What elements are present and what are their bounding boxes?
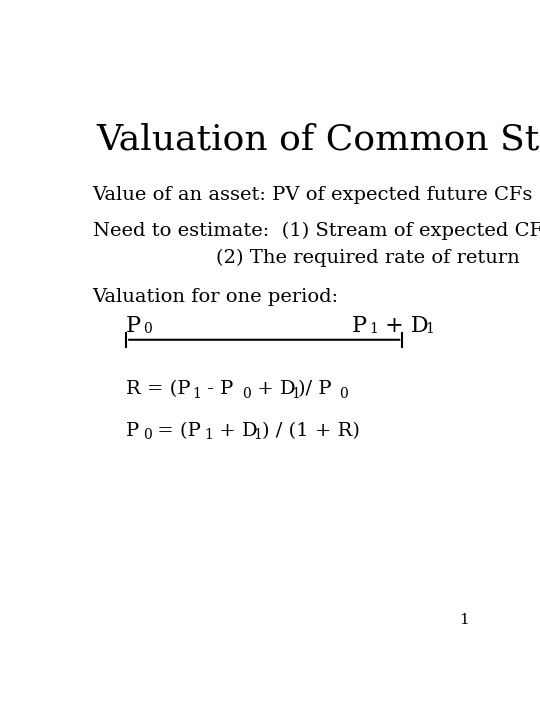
Text: 1: 1 xyxy=(292,387,300,401)
Text: Valuation of Common Stock: Valuation of Common Stock xyxy=(97,122,540,156)
Text: )/ P: )/ P xyxy=(298,380,332,398)
Text: + D: + D xyxy=(213,422,258,440)
Text: 1: 1 xyxy=(426,322,434,336)
Text: + D: + D xyxy=(251,380,295,398)
Text: Value of an asset: PV of expected future CFs: Value of an asset: PV of expected future… xyxy=(93,186,533,204)
Text: - P: - P xyxy=(201,380,234,398)
Text: 0: 0 xyxy=(242,387,251,401)
Text: 0: 0 xyxy=(143,322,152,336)
Text: 0: 0 xyxy=(339,387,347,401)
Text: 1: 1 xyxy=(205,428,214,443)
Text: 1: 1 xyxy=(192,387,201,401)
Text: 1: 1 xyxy=(369,322,377,336)
Text: (2) The required rate of return: (2) The required rate of return xyxy=(216,248,520,266)
Text: P: P xyxy=(352,315,367,338)
Text: 1: 1 xyxy=(460,613,469,627)
Text: P: P xyxy=(126,422,139,440)
Text: ) / (1 + R): ) / (1 + R) xyxy=(262,422,360,440)
Text: Valuation for one period:: Valuation for one period: xyxy=(93,288,339,306)
Text: 1: 1 xyxy=(254,428,262,443)
Text: 0: 0 xyxy=(143,428,152,443)
Text: R = (P: R = (P xyxy=(126,380,191,398)
Text: Need to estimate:  (1) Stream of expected CFs: Need to estimate: (1) Stream of expected… xyxy=(93,222,540,240)
Text: = (P: = (P xyxy=(151,422,201,440)
Text: + D: + D xyxy=(379,315,429,338)
Text: P: P xyxy=(126,315,141,338)
